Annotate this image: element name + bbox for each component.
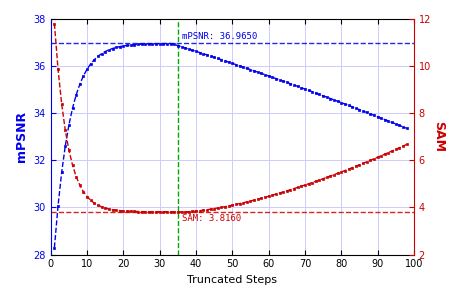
Text: mPSNR: 36.9650: mPSNR: 36.9650 [181,32,256,41]
Text: SAM: 3.8160: SAM: 3.8160 [181,214,240,223]
Y-axis label: SAM: SAM [431,121,444,152]
X-axis label: Truncated Steps: Truncated Steps [187,275,277,285]
Text: Figure 3. Sensitivity analysis of the truncation step $T_{cut}$.: Figure 3. Sensitivity analysis of the tr… [72,298,387,300]
Y-axis label: mPSNR: mPSNR [15,111,28,162]
